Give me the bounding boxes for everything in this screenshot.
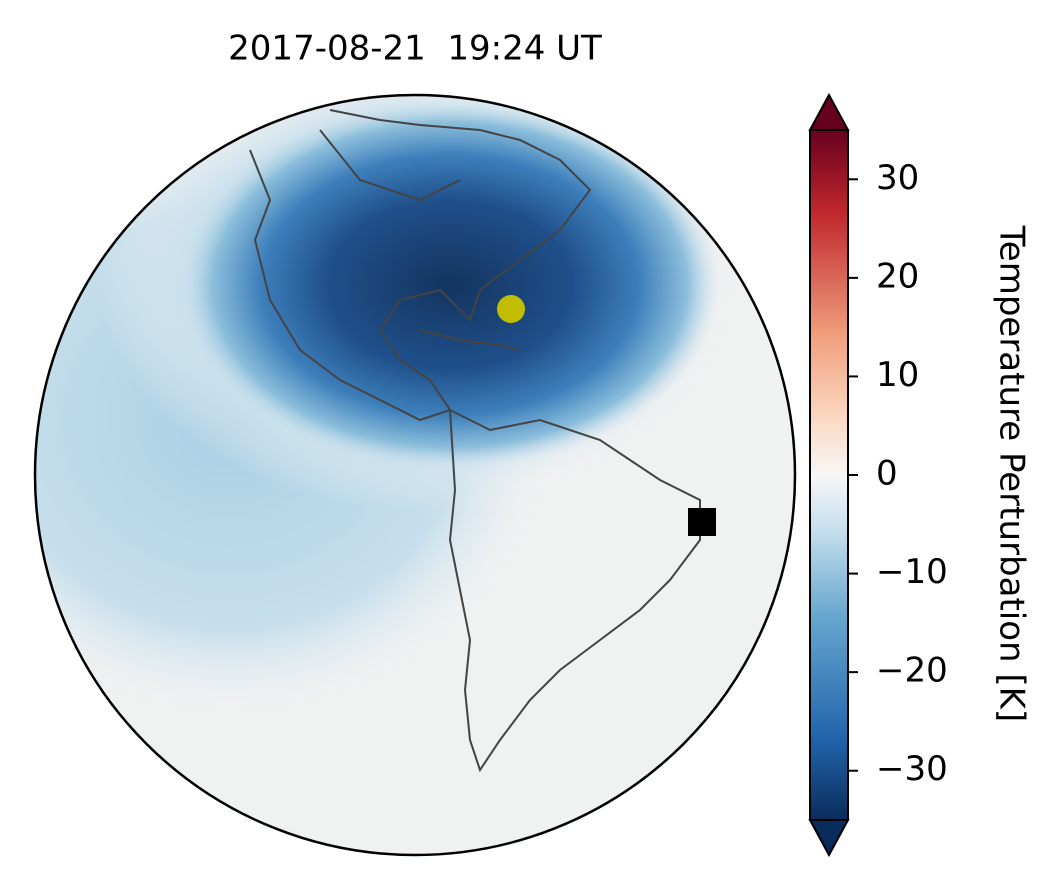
colorbar (808, 92, 850, 858)
chart-title: 2017-08-21 19:24 UT (228, 29, 602, 69)
colorbar-tick-label: −10 (876, 552, 948, 592)
globe-outline (33, 93, 797, 857)
colorbar-tick-label: 20 (876, 256, 919, 296)
marker-dot (497, 295, 525, 323)
colorbar-extend-max (808, 92, 850, 131)
colorbar-body (809, 129, 849, 821)
colorbar-tick-label: −30 (876, 749, 948, 789)
colorbar-tick-label: 30 (876, 158, 919, 198)
colorbar-tick-label: 10 (876, 355, 919, 395)
colorbar-label: Temperature Perturbation [K] (992, 225, 1032, 722)
colorbar-extend-min (808, 819, 850, 858)
coastlines (249, 109, 701, 773)
colorbar-tick-label: 0 (876, 454, 898, 494)
cold-region (180, 100, 720, 470)
marker-square (688, 508, 716, 536)
colorbar-tick-label: −20 (876, 651, 948, 691)
globe (35, 95, 795, 855)
